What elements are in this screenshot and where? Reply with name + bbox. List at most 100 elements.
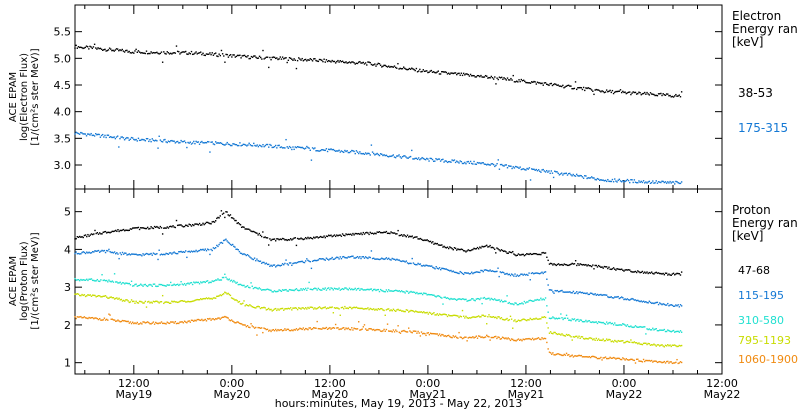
- data-point: [641, 361, 644, 363]
- data-point: [555, 171, 557, 173]
- data-point: [84, 46, 87, 49]
- data-point: [213, 280, 216, 282]
- data-point: [218, 243, 220, 246]
- data-point: [535, 83, 538, 85]
- data-point: [238, 322, 241, 324]
- data-point: [239, 224, 242, 226]
- data-point: [341, 60, 344, 62]
- data-point: [270, 239, 272, 242]
- data-point: [609, 89, 611, 92]
- data-point: [221, 293, 224, 296]
- data-point: [315, 327, 317, 329]
- data-point: [510, 165, 512, 167]
- data-point: [272, 238, 275, 240]
- data-point: [552, 264, 554, 266]
- data-point: [535, 338, 537, 340]
- data-point: [559, 317, 561, 320]
- data-point: [662, 329, 664, 331]
- data-point: [220, 317, 223, 319]
- data-point: [354, 287, 356, 290]
- data-point: [563, 87, 565, 89]
- data-point: [195, 249, 197, 252]
- data-point: [174, 52, 177, 54]
- data-point: [563, 317, 565, 320]
- data-point: [399, 309, 402, 311]
- data-point: [502, 78, 504, 80]
- data-point: [518, 274, 521, 277]
- data-point: [569, 172, 571, 175]
- data-point: [647, 359, 649, 362]
- data-point: [168, 284, 171, 286]
- data-point: [406, 309, 409, 311]
- data-point: [413, 158, 415, 160]
- data-point: [545, 83, 548, 85]
- data-point: [594, 178, 596, 181]
- data-point: [603, 180, 606, 182]
- data-point: [390, 65, 392, 68]
- data-point: [241, 55, 243, 57]
- data-point: [141, 227, 143, 229]
- data-point: [313, 58, 315, 60]
- data-point: [186, 53, 188, 55]
- data-point: [423, 311, 425, 313]
- data-point: [473, 272, 475, 274]
- data-point: [265, 143, 268, 146]
- data-point: [679, 274, 682, 276]
- data-point: [414, 157, 416, 160]
- data-point: [580, 336, 583, 338]
- data-point: [646, 328, 648, 330]
- data-point: [343, 288, 345, 291]
- data-point: [95, 47, 97, 49]
- data-point: [617, 324, 619, 326]
- data-point: [287, 147, 290, 149]
- data-point: [466, 272, 468, 274]
- data-point: [291, 329, 293, 331]
- data-point: [526, 301, 528, 303]
- data-point: [543, 337, 546, 340]
- data-point: [579, 174, 581, 177]
- data-point: [638, 180, 640, 182]
- data-point: [529, 299, 531, 302]
- data-point: [307, 146, 309, 149]
- data-point: [84, 133, 87, 135]
- data-point: [197, 250, 200, 252]
- data-point: [381, 231, 383, 234]
- data-point: [411, 149, 413, 152]
- data-point: [280, 290, 283, 293]
- data-point: [562, 84, 564, 87]
- data-point: [307, 59, 309, 61]
- data-point: [187, 53, 189, 56]
- data-point: [529, 317, 531, 320]
- data-point: [597, 264, 600, 267]
- data-point: [445, 297, 448, 299]
- data-point: [308, 307, 310, 310]
- data-point: [124, 320, 126, 322]
- data-point: [571, 87, 573, 90]
- data-point: [423, 70, 426, 73]
- data-point: [631, 271, 633, 273]
- data-point: [492, 247, 495, 249]
- legend-title-line: Electron: [732, 9, 781, 23]
- data-point: [464, 336, 466, 338]
- data-point: [84, 252, 87, 255]
- data-point: [385, 65, 388, 68]
- data-point: [626, 92, 629, 94]
- data-point: [264, 236, 266, 238]
- data-point: [153, 52, 156, 54]
- data-point: [234, 56, 237, 58]
- data-point: [650, 271, 653, 273]
- data-point: [285, 329, 287, 332]
- data-point: [236, 281, 238, 284]
- data-point: [374, 258, 376, 260]
- data-point: [513, 320, 515, 322]
- data-point: [353, 257, 355, 259]
- data-point: [428, 71, 430, 73]
- data-point: [294, 59, 296, 61]
- data-point: [151, 285, 153, 287]
- data-point: [509, 315, 512, 318]
- data-point: [121, 319, 124, 322]
- data-point: [255, 232, 257, 234]
- data-point: [286, 263, 288, 265]
- data-point: [488, 76, 490, 79]
- data-point: [285, 57, 287, 59]
